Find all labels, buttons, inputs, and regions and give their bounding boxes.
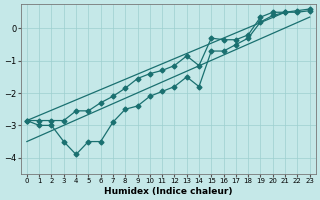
X-axis label: Humidex (Indice chaleur): Humidex (Indice chaleur) (104, 187, 233, 196)
